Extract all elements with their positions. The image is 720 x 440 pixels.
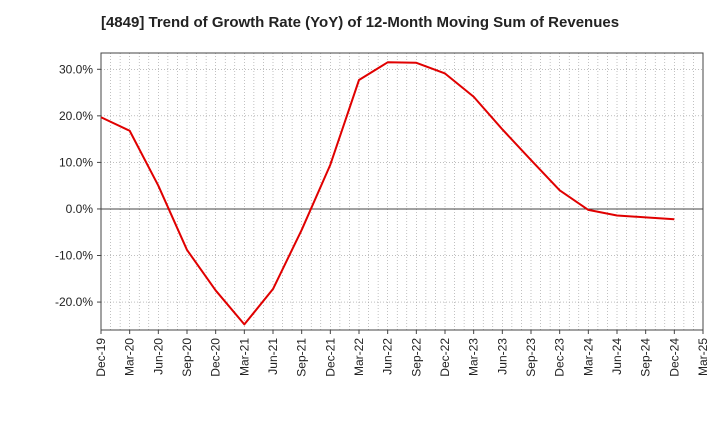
x-tick-label: Mar-20 — [123, 338, 137, 376]
y-tick-label: 0.0% — [66, 202, 94, 216]
plot-area-background — [101, 53, 703, 330]
x-tick-label: Mar-21 — [237, 338, 251, 376]
chart-title: [4849] Trend of Growth Rate (YoY) of 12-… — [100, 14, 620, 31]
x-tick-label: Mar-25 — [696, 338, 710, 376]
x-tick-label: Dec-19 — [94, 338, 108, 377]
plot-frame — [100, 52, 704, 331]
x-tick-label: Dec-23 — [553, 338, 567, 377]
x-axis-tick-labels: Dec-19 Mar-20 Jun-20 Sep-20 Dec-20 Mar-21 Jun-… — [94, 338, 710, 377]
x-tick-label: Jun-20 — [151, 338, 165, 375]
x-tick-label: Mar-22 — [352, 338, 366, 376]
x-tick-label: Sep-20 — [180, 338, 194, 377]
y-tick-label: -10.0% — [55, 249, 93, 263]
x-tick-label: Dec-24 — [667, 338, 681, 377]
axes — [97, 52, 704, 334]
x-tick-label: Mar-24 — [581, 338, 595, 376]
x-tick-label: Jun-24 — [610, 338, 624, 375]
x-tick-label: Jun-21 — [266, 338, 280, 375]
x-tick-label: Dec-20 — [209, 338, 223, 377]
x-tick-label: Sep-22 — [409, 338, 423, 377]
x-tick-label: Sep-21 — [295, 338, 309, 377]
x-tick-label: Mar-23 — [467, 338, 481, 376]
x-tick-label: Sep-24 — [639, 338, 653, 377]
x-tick-label: Sep-23 — [524, 338, 538, 377]
y-tick-label: 10.0% — [59, 155, 93, 169]
x-tick-label: Dec-22 — [438, 338, 452, 377]
data-series — [100, 61, 675, 326]
series-line — [100, 61, 675, 326]
x-tick-label: Jun-22 — [381, 338, 395, 375]
y-tick-label: 30.0% — [59, 62, 93, 76]
y-tick-label: 20.0% — [59, 109, 93, 123]
y-tick-label: -20.0% — [55, 295, 93, 309]
y-axis-tick-labels: 30.0% 20.0% 10.0% 0.0% -10.0% -20.0% — [55, 62, 93, 309]
x-tick-label: Dec-21 — [323, 338, 337, 377]
x-tick-label: Jun-23 — [495, 338, 509, 375]
